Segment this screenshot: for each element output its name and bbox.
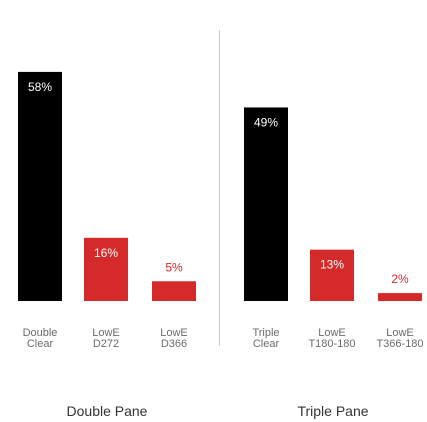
value-label: 58% bbox=[28, 80, 52, 94]
category-label: T180-180 bbox=[308, 338, 355, 350]
category-label: D272 bbox=[93, 338, 119, 350]
value-label: 13% bbox=[320, 258, 344, 272]
category-label: Clear bbox=[27, 338, 54, 350]
value-label: 16% bbox=[94, 246, 118, 260]
bar-1-1 bbox=[18, 71, 62, 302]
bar-1-2 bbox=[84, 237, 128, 301]
group-label: Triple Pane bbox=[297, 403, 368, 419]
bars-layer: 58%DoubleClear16%LowED2725%LowED366Doubl… bbox=[18, 71, 424, 419]
category-label: LowE bbox=[160, 327, 188, 339]
bar-2-2 bbox=[310, 249, 354, 301]
bar-2-3 bbox=[378, 293, 422, 301]
value-label: 5% bbox=[165, 260, 183, 274]
category-label: Double bbox=[23, 327, 58, 339]
category-label: D366 bbox=[161, 338, 187, 350]
value-label: 49% bbox=[254, 115, 278, 129]
group-label: Double Pane bbox=[67, 403, 148, 419]
category-label: LowE bbox=[318, 327, 346, 339]
category-label: Clear bbox=[253, 338, 280, 350]
bar-1-3 bbox=[152, 281, 196, 301]
bar-2-1 bbox=[244, 107, 288, 301]
value-label: 2% bbox=[391, 272, 409, 286]
category-label: LowE bbox=[386, 327, 414, 339]
category-label: Triple bbox=[252, 327, 279, 339]
category-label: LowE bbox=[92, 327, 120, 339]
category-label: T366-180 bbox=[376, 338, 423, 350]
